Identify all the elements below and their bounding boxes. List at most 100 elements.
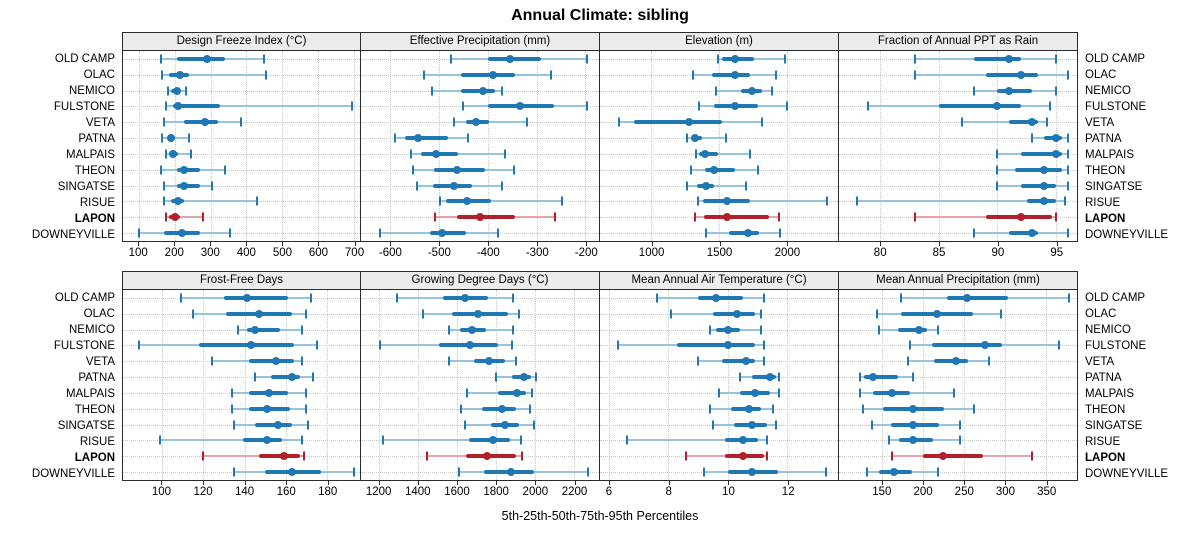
whisker-cap	[1067, 293, 1070, 303]
axis-tick-label: -200	[574, 247, 598, 259]
axis-tick	[354, 242, 356, 246]
whisker-cap	[305, 388, 308, 398]
median-dot	[765, 373, 774, 382]
horizontal-gridline	[361, 138, 599, 140]
axis-tick	[787, 242, 789, 246]
whisker-cap	[1049, 101, 1052, 111]
horizontal-gridline	[123, 185, 360, 187]
station-label: PATNA	[78, 372, 115, 384]
axis-tick-label: 150	[872, 486, 892, 498]
plot-area	[839, 290, 1078, 481]
station-label: SINGATSE	[1085, 420, 1143, 432]
panel-strip-title: Mean Annual Air Temperature (°C)	[600, 271, 839, 290]
axis-tick-label: 8	[665, 486, 672, 498]
whisker-cap	[439, 196, 441, 206]
whisker-cap	[705, 228, 708, 238]
iqr-bar	[946, 295, 1009, 300]
iqr-bar	[634, 120, 722, 125]
station-label: VETA	[85, 117, 115, 129]
median-dot	[722, 213, 731, 222]
median-dot	[505, 54, 514, 63]
iqr-bar	[176, 183, 200, 188]
station-label: LAPON	[1085, 452, 1126, 464]
whisker-cap	[685, 133, 688, 143]
vertical-gridline	[608, 290, 610, 480]
median-dot	[287, 468, 296, 477]
whisker-cap	[770, 86, 773, 96]
horizontal-gridline	[839, 392, 1077, 394]
axis-tick	[1056, 242, 1058, 246]
x-axis: 80 85 90 95	[839, 242, 1078, 264]
axis-tick-label: 500	[272, 247, 292, 259]
whisker-cap	[512, 165, 515, 175]
horizontal-gridline	[600, 377, 838, 379]
panel-strip-title: Design Freeze Index (°C)	[122, 32, 361, 51]
vertical-gridline	[727, 290, 729, 480]
median-dot	[712, 293, 721, 302]
whisker-cap	[1054, 212, 1057, 222]
vertical-gridline	[997, 51, 999, 241]
whisker-cap	[774, 70, 777, 80]
horizontal-gridline	[839, 122, 1077, 124]
panel-grid: OLD CAMP OLAC NEMICO FULSTONE VETA PATNA MALPA…	[0, 32, 1200, 503]
axis-tick	[574, 481, 576, 485]
iqr-bar	[1020, 183, 1056, 188]
axis-tick	[286, 481, 288, 485]
horizontal-gridline	[839, 377, 1077, 379]
vertical-gridline	[378, 290, 380, 480]
axis-tick	[728, 481, 730, 485]
axis-tick	[788, 481, 790, 485]
whisker-cap	[972, 86, 975, 96]
median-dot	[515, 102, 524, 111]
axis-tick	[537, 242, 539, 246]
panel: Mean Annual Air Temperature (°C) 6 8 10 12	[600, 271, 839, 503]
whisker-cap	[1054, 54, 1057, 64]
axis-tick	[439, 242, 441, 246]
whisker-cap	[161, 70, 164, 80]
median-dot	[507, 468, 516, 477]
whisker-cap	[777, 388, 780, 398]
iqr-bar	[271, 375, 301, 380]
median-dot	[263, 404, 272, 413]
whisker-cap	[396, 293, 399, 303]
station-label: FULSTONE	[1085, 340, 1147, 352]
median-dot	[1028, 118, 1037, 127]
iqr-bar	[176, 56, 225, 61]
vertical-gridline	[353, 51, 355, 241]
vertical-gridline	[786, 51, 788, 241]
iqr-bar	[223, 295, 288, 300]
whisker-cap	[996, 165, 999, 175]
whisker-cap	[878, 325, 881, 335]
whisker-cap	[959, 420, 962, 430]
median-dot	[747, 468, 756, 477]
median-dot	[437, 229, 446, 238]
iqr-bar	[997, 88, 1033, 93]
axis-tick-label: 12	[781, 486, 795, 498]
whisker-cap	[937, 467, 940, 477]
x-axis: 6 8 10 12	[600, 481, 839, 503]
whisker-cap	[430, 86, 433, 96]
range-line	[453, 121, 527, 124]
median-dot	[203, 54, 211, 63]
whisker-cap	[759, 325, 762, 335]
median-dot	[475, 213, 484, 222]
iqr-bar	[1009, 120, 1039, 125]
axis-tick	[997, 242, 999, 246]
range-line	[962, 121, 1047, 124]
range-line	[696, 152, 751, 155]
median-dot	[242, 293, 251, 302]
whisker-cap	[867, 101, 870, 111]
median-dot	[482, 452, 491, 461]
station-label: OLD CAMP	[1085, 292, 1146, 304]
iqr-bar	[864, 375, 899, 380]
whisker-cap	[264, 70, 267, 80]
median-dot	[747, 420, 756, 429]
plot-area	[361, 290, 600, 481]
median-dot	[179, 181, 188, 190]
whisker-cap	[560, 196, 563, 206]
whisker-cap	[352, 467, 355, 477]
vertical-gridline	[285, 290, 287, 480]
horizontal-gridline	[123, 233, 360, 235]
median-dot	[709, 165, 718, 174]
